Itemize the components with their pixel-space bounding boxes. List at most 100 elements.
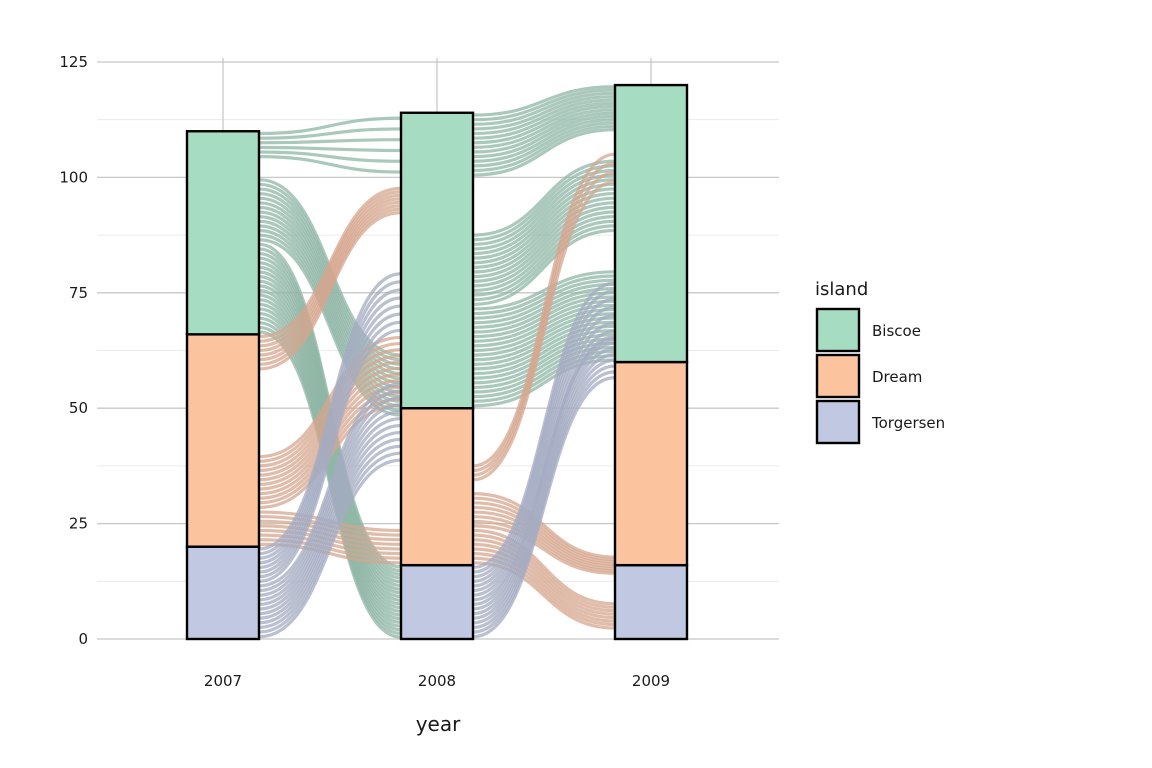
flow-ribbon — [258, 197, 402, 353]
flow-ribbon — [258, 430, 402, 620]
y-tick-label: 50 — [69, 399, 88, 417]
flow-ribbon — [472, 505, 616, 566]
flow-ribbon — [472, 496, 616, 561]
flow-ribbon — [472, 281, 616, 570]
flow-ribbon — [258, 382, 402, 588]
flow-ribbon — [258, 186, 402, 339]
flow-ribbon — [258, 145, 402, 153]
flow-ribbon — [472, 210, 616, 288]
flow-ribbon — [258, 127, 402, 140]
flow-ribbon — [472, 98, 616, 136]
flow-ribbon — [258, 410, 402, 606]
flow-ribbon — [472, 168, 616, 246]
legend-label-biscoe: Biscoe — [872, 322, 921, 340]
flow-ribbon — [258, 288, 402, 560]
flow-ribbon — [472, 228, 616, 306]
flow-ribbon — [258, 155, 402, 174]
flow-ribbon — [472, 333, 616, 380]
legend-label-dream: Dream — [872, 368, 922, 386]
flow-ribbon — [472, 85, 616, 117]
flow-biscoe — [258, 116, 402, 174]
flow-ribbon — [472, 519, 616, 573]
flow-ribbon — [472, 358, 616, 408]
flow-ribbon — [472, 321, 616, 593]
flow-ribbon — [472, 270, 616, 311]
bar-2008-torgersen — [399, 563, 475, 641]
y-tick-label: 0 — [78, 630, 88, 648]
flow-ribbon — [258, 444, 402, 630]
flow-ribbon — [258, 396, 402, 597]
bar-2009-biscoe — [613, 83, 689, 364]
legend-swatch-torgersen — [815, 399, 861, 445]
flow-ribbon — [472, 104, 616, 145]
flow-ribbon — [472, 524, 616, 575]
flow-dream — [258, 186, 402, 371]
flow-ribbon — [472, 491, 616, 559]
flow-ribbon — [472, 501, 616, 564]
flow-ribbon — [258, 423, 402, 616]
x-tick-labels: 2007 2008 2009 — [204, 672, 670, 690]
bar-2008-biscoe — [399, 111, 475, 410]
flow-ribbon — [258, 193, 402, 348]
flow-ribbon — [258, 296, 402, 565]
flow-ribbon — [472, 114, 616, 159]
flow-ribbon — [472, 101, 616, 140]
y-tick-label: 25 — [69, 515, 88, 533]
flows — [258, 85, 616, 639]
x-tick-label: 2009 — [632, 672, 670, 690]
flow-ribbon — [258, 116, 402, 136]
flow-dream — [258, 510, 402, 565]
flow-ribbon — [258, 451, 402, 634]
flow-biscoe — [472, 85, 616, 177]
flow-ribbon — [472, 329, 616, 597]
x-axis-title: year — [416, 712, 461, 736]
bar-2007-dream — [185, 333, 261, 548]
flow-ribbon — [258, 320, 402, 579]
flow-ribbon — [258, 341, 402, 463]
flow-ribbon — [472, 274, 616, 316]
flow-ribbon — [472, 533, 616, 609]
flow-ribbon — [258, 215, 402, 394]
flow-ribbon — [258, 272, 402, 551]
flow-ribbon — [472, 196, 616, 274]
flow-ribbon — [472, 159, 616, 237]
flow-ribbon — [472, 215, 616, 293]
bar-2009-dream — [613, 360, 689, 567]
legend-swatch-biscoe — [815, 307, 861, 353]
flow-ribbon — [472, 178, 616, 256]
legend: island Biscoe Dream Torgersen — [815, 279, 945, 445]
flow-ribbon — [472, 118, 616, 163]
flow-ribbon — [258, 150, 402, 163]
stacked-bars — [185, 83, 689, 641]
flow-ribbon — [472, 127, 616, 177]
bar-2007-biscoe — [185, 130, 261, 336]
flow-ribbon — [258, 312, 402, 574]
y-tick-label: 125 — [59, 53, 88, 71]
flow-ribbon — [472, 224, 616, 302]
x-tick-label: 2008 — [418, 672, 456, 690]
flow-ribbon — [472, 95, 616, 131]
flow-ribbon — [472, 547, 616, 620]
flow-ribbon — [472, 538, 616, 613]
y-tick-labels: 0 25 50 75 100 125 — [59, 53, 88, 648]
flow-ribbon — [258, 437, 402, 625]
flow-ribbon — [472, 335, 616, 606]
flow-ribbon — [472, 88, 616, 122]
flow-ribbon — [258, 204, 402, 362]
flow-ribbon — [258, 207, 402, 366]
bar-2009-torgersen — [613, 563, 689, 641]
flow-ribbon — [472, 111, 616, 154]
y-tick-label: 100 — [59, 168, 88, 186]
flow-ribbon — [472, 278, 616, 320]
flow-ribbon — [472, 528, 616, 606]
legend-label-torgersen: Torgersen — [871, 414, 945, 432]
flow-ribbon — [258, 200, 402, 357]
legend-title: island — [815, 279, 868, 300]
bar-2008-dream — [399, 407, 475, 567]
flow-ribbon — [472, 124, 616, 173]
flow-ribbon — [258, 389, 402, 593]
flow-ribbon — [472, 219, 616, 297]
flow-ribbon — [472, 515, 616, 571]
flow-dream — [472, 491, 616, 575]
